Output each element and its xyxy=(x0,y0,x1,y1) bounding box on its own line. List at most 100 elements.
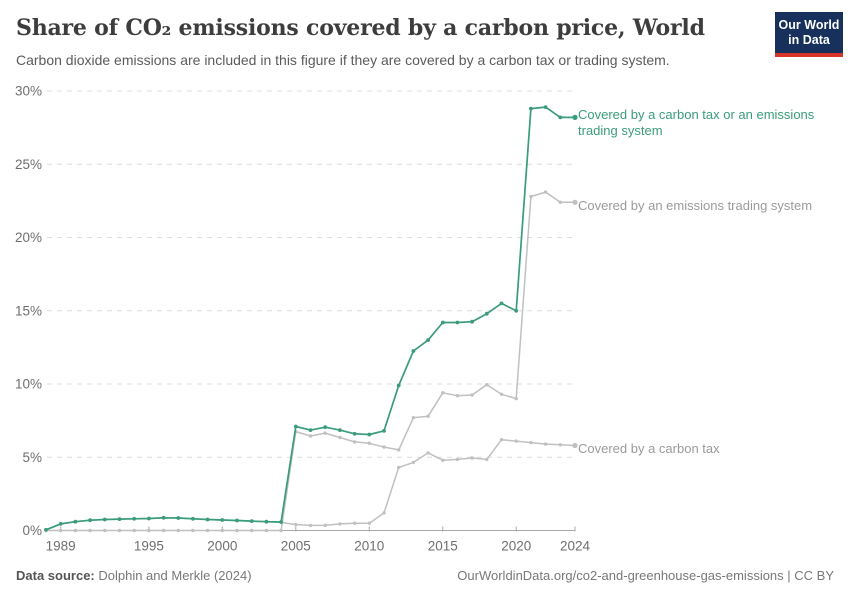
data-point-carbon-tax-or-ets[interactable] xyxy=(352,431,357,436)
data-point-emissions-trading-system[interactable] xyxy=(191,528,195,533)
data-point-carbon-tax-or-ets[interactable] xyxy=(147,516,151,521)
data-point-emissions-trading-system[interactable] xyxy=(220,528,224,533)
data-point-carbon-tax-or-ets[interactable] xyxy=(308,428,313,432)
data-point-carbon-tax[interactable] xyxy=(294,522,298,527)
data-point-emissions-trading-system[interactable] xyxy=(338,435,342,440)
data-point-carbon-tax-or-ets[interactable] xyxy=(470,319,474,324)
data-point-emissions-trading-system[interactable] xyxy=(455,394,460,398)
data-point-carbon-tax-or-ets[interactable] xyxy=(455,320,460,325)
series-end-dot-carbon-tax[interactable] xyxy=(572,442,578,449)
data-point-carbon-tax[interactable] xyxy=(367,521,371,525)
owid-logo[interactable]: Our World in Data xyxy=(775,12,843,57)
data-point-carbon-tax[interactable] xyxy=(543,442,548,446)
series-line-carbon-tax[interactable] xyxy=(45,438,576,531)
data-point-carbon-tax-or-ets[interactable] xyxy=(279,520,283,524)
data-point-emissions-trading-system[interactable] xyxy=(59,528,63,533)
data-point-emissions-trading-system[interactable] xyxy=(264,528,269,533)
series-line-carbon-tax-or-ets[interactable] xyxy=(45,106,576,531)
data-point-carbon-tax-or-ets[interactable] xyxy=(205,517,210,522)
data-point-carbon-tax-or-ets[interactable] xyxy=(558,115,563,120)
data-point-carbon-tax[interactable] xyxy=(529,440,533,445)
data-point-carbon-tax-or-ets[interactable] xyxy=(44,527,48,532)
data-point-emissions-trading-system[interactable] xyxy=(132,528,136,533)
data-point-carbon-tax[interactable] xyxy=(411,460,416,465)
data-point-carbon-tax[interactable] xyxy=(323,523,327,528)
data-point-carbon-tax-or-ets[interactable] xyxy=(73,519,78,524)
data-point-carbon-tax[interactable] xyxy=(485,457,489,462)
data-point-emissions-trading-system[interactable] xyxy=(161,528,166,533)
data-point-emissions-trading-system[interactable] xyxy=(367,441,371,445)
data-point-carbon-tax[interactable] xyxy=(352,521,357,525)
data-point-carbon-tax-or-ets[interactable] xyxy=(396,383,401,388)
data-point-carbon-tax-or-ets[interactable] xyxy=(293,424,298,429)
series-end-dot-carbon-tax-or-ets[interactable] xyxy=(572,114,578,120)
series-end-dot-emissions-trading-system[interactable] xyxy=(572,199,578,205)
data-point-emissions-trading-system[interactable] xyxy=(426,414,430,418)
data-point-emissions-trading-system[interactable] xyxy=(499,392,504,396)
data-point-emissions-trading-system[interactable] xyxy=(514,396,518,401)
data-point-emissions-trading-system[interactable] xyxy=(543,190,548,194)
data-point-carbon-tax-or-ets[interactable] xyxy=(176,516,181,520)
data-point-carbon-tax-or-ets[interactable] xyxy=(484,311,489,316)
series-label-carbon-tax[interactable]: Covered by a carbon tax xyxy=(578,441,720,456)
data-point-emissions-trading-system[interactable] xyxy=(176,528,180,533)
data-point-carbon-tax-or-ets[interactable] xyxy=(411,349,416,353)
data-point-carbon-tax-or-ets[interactable] xyxy=(440,320,445,325)
data-point-carbon-tax[interactable] xyxy=(382,511,386,515)
data-point-emissions-trading-system[interactable] xyxy=(470,393,474,397)
data-point-carbon-tax[interactable] xyxy=(514,439,518,443)
data-point-emissions-trading-system[interactable] xyxy=(411,416,416,420)
data-point-carbon-tax-or-ets[interactable] xyxy=(499,301,504,306)
data-point-carbon-tax-or-ets[interactable] xyxy=(514,308,519,313)
data-point-carbon-tax-or-ets[interactable] xyxy=(249,519,254,523)
data-point-emissions-trading-system[interactable] xyxy=(529,194,533,199)
data-point-carbon-tax[interactable] xyxy=(558,443,562,447)
data-point-emissions-trading-system[interactable] xyxy=(147,528,151,533)
data-point-emissions-trading-system[interactable] xyxy=(103,528,107,533)
data-point-carbon-tax[interactable] xyxy=(499,438,504,442)
data-point-emissions-trading-system[interactable] xyxy=(73,528,78,533)
data-point-carbon-tax[interactable] xyxy=(455,457,460,462)
data-point-carbon-tax-or-ets[interactable] xyxy=(102,517,107,522)
data-point-carbon-tax[interactable] xyxy=(470,456,474,460)
data-point-carbon-tax-or-ets[interactable] xyxy=(426,338,430,342)
data-point-carbon-tax[interactable] xyxy=(397,465,401,470)
data-point-carbon-tax-or-ets[interactable] xyxy=(338,428,342,432)
data-point-carbon-tax-or-ets[interactable] xyxy=(191,516,195,521)
data-point-carbon-tax-or-ets[interactable] xyxy=(235,518,239,523)
data-point-emissions-trading-system[interactable] xyxy=(382,445,386,449)
data-point-carbon-tax-or-ets[interactable] xyxy=(117,517,122,521)
data-point-carbon-tax-or-ets[interactable] xyxy=(132,516,137,521)
data-point-emissions-trading-system[interactable] xyxy=(117,528,122,533)
data-point-carbon-tax-or-ets[interactable] xyxy=(543,105,548,109)
data-point-emissions-trading-system[interactable] xyxy=(250,528,254,533)
data-point-carbon-tax-or-ets[interactable] xyxy=(382,429,386,433)
data-point-carbon-tax-or-ets[interactable] xyxy=(161,515,166,520)
data-point-carbon-tax[interactable] xyxy=(426,451,430,455)
data-point-carbon-tax[interactable] xyxy=(308,523,313,528)
data-point-carbon-tax[interactable] xyxy=(441,458,445,462)
data-point-emissions-trading-system[interactable] xyxy=(323,431,327,435)
data-point-emissions-trading-system[interactable] xyxy=(558,200,562,204)
data-point-carbon-tax-or-ets[interactable] xyxy=(264,519,269,524)
data-point-emissions-trading-system[interactable] xyxy=(205,528,210,533)
data-point-emissions-trading-system[interactable] xyxy=(279,528,283,533)
data-point-carbon-tax-or-ets[interactable] xyxy=(367,432,372,437)
data-point-carbon-tax-or-ets[interactable] xyxy=(529,106,533,111)
data-point-emissions-trading-system[interactable] xyxy=(397,448,401,452)
data-point-carbon-tax-or-ets[interactable] xyxy=(323,425,328,430)
credit-link[interactable]: OurWorldinData.org/co2-and-greenhouse-ga… xyxy=(457,568,834,583)
data-point-emissions-trading-system[interactable] xyxy=(441,391,445,395)
data-point-emissions-trading-system[interactable] xyxy=(88,528,92,533)
series-label-carbon-tax-or-ets[interactable]: Covered by a carbon tax or an emissions … xyxy=(578,107,815,138)
data-point-carbon-tax-or-ets[interactable] xyxy=(220,518,225,522)
data-point-emissions-trading-system[interactable] xyxy=(485,383,489,387)
data-point-carbon-tax-or-ets[interactable] xyxy=(58,522,63,526)
data-point-emissions-trading-system[interactable] xyxy=(352,440,357,444)
series-line-emissions-trading-system[interactable] xyxy=(45,191,576,532)
data-point-emissions-trading-system[interactable] xyxy=(308,434,313,438)
series-label-emissions-trading-system[interactable]: Covered by an emissions trading system xyxy=(578,198,813,213)
data-point-emissions-trading-system[interactable] xyxy=(235,528,239,533)
data-point-carbon-tax[interactable] xyxy=(338,522,342,526)
data-point-carbon-tax-or-ets[interactable] xyxy=(88,518,92,523)
